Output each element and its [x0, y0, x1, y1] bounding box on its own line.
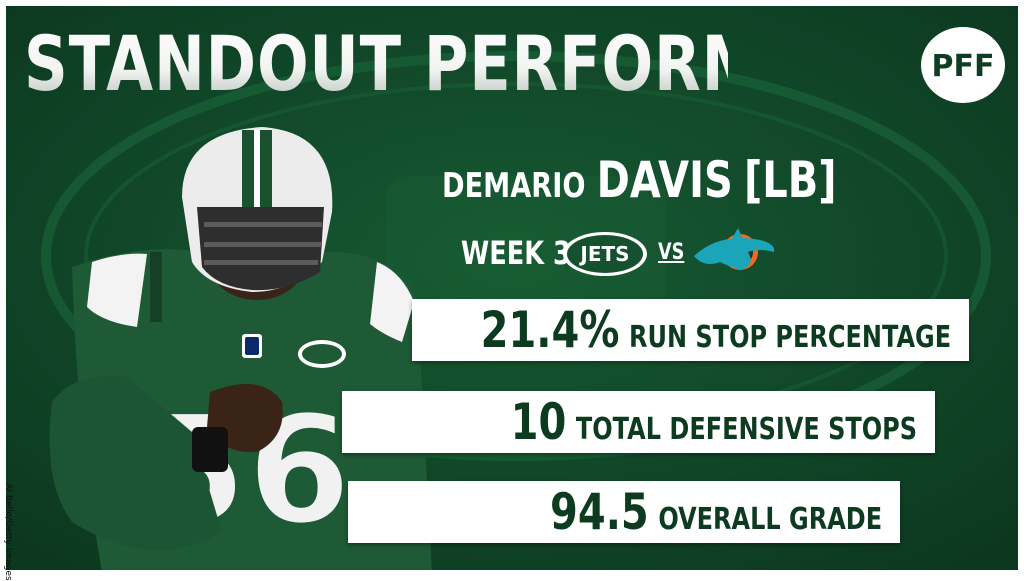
stat-label: TOTAL DEFENSIVE STOPS — [575, 412, 917, 447]
graphic-frame: STANDOUT PERFORMANCES PFF 56 D — [6, 6, 1018, 570]
player-position: [LB] — [743, 151, 837, 209]
player-name: DEMARIO DAVIS [LB] — [442, 151, 837, 209]
stat-card-run-stop: 21.4% RUN STOP PERCENTAGE — [412, 299, 969, 361]
stat-label: RUN STOP PERCENTAGE — [628, 320, 951, 355]
stat-value: 10 — [510, 393, 567, 451]
photo-credit-text: Al Bello/Getty Images — [3, 483, 13, 581]
vs-label: VS — [658, 240, 685, 265]
jets-logo: JETS — [563, 232, 647, 276]
player-first-name: DEMARIO — [442, 166, 586, 206]
pff-logo: PFF — [921, 27, 1005, 103]
dolphins-logo — [694, 228, 775, 270]
stat-card-defensive-stops: 10 TOTAL DEFENSIVE STOPS — [342, 391, 935, 453]
photo-credit: Al Bello/Getty Images — [2, 483, 14, 580]
player-last-name: DAVIS — [596, 151, 733, 209]
stat-value: 94.5 — [549, 483, 649, 541]
page-title: STANDOUT PERFORMANCES — [24, 14, 994, 114]
pff-logo-text: PFF — [932, 49, 995, 84]
stat-card-overall-grade: 94.5 OVERALL GRADE — [348, 481, 900, 543]
week-label: WEEK 3 — [461, 234, 571, 272]
stat-value: 21.4% — [480, 301, 620, 359]
jets-logo-text: JETS — [578, 242, 629, 266]
player-photo: 56 — [49, 127, 432, 570]
stat-label: OVERALL GRADE — [658, 502, 882, 537]
